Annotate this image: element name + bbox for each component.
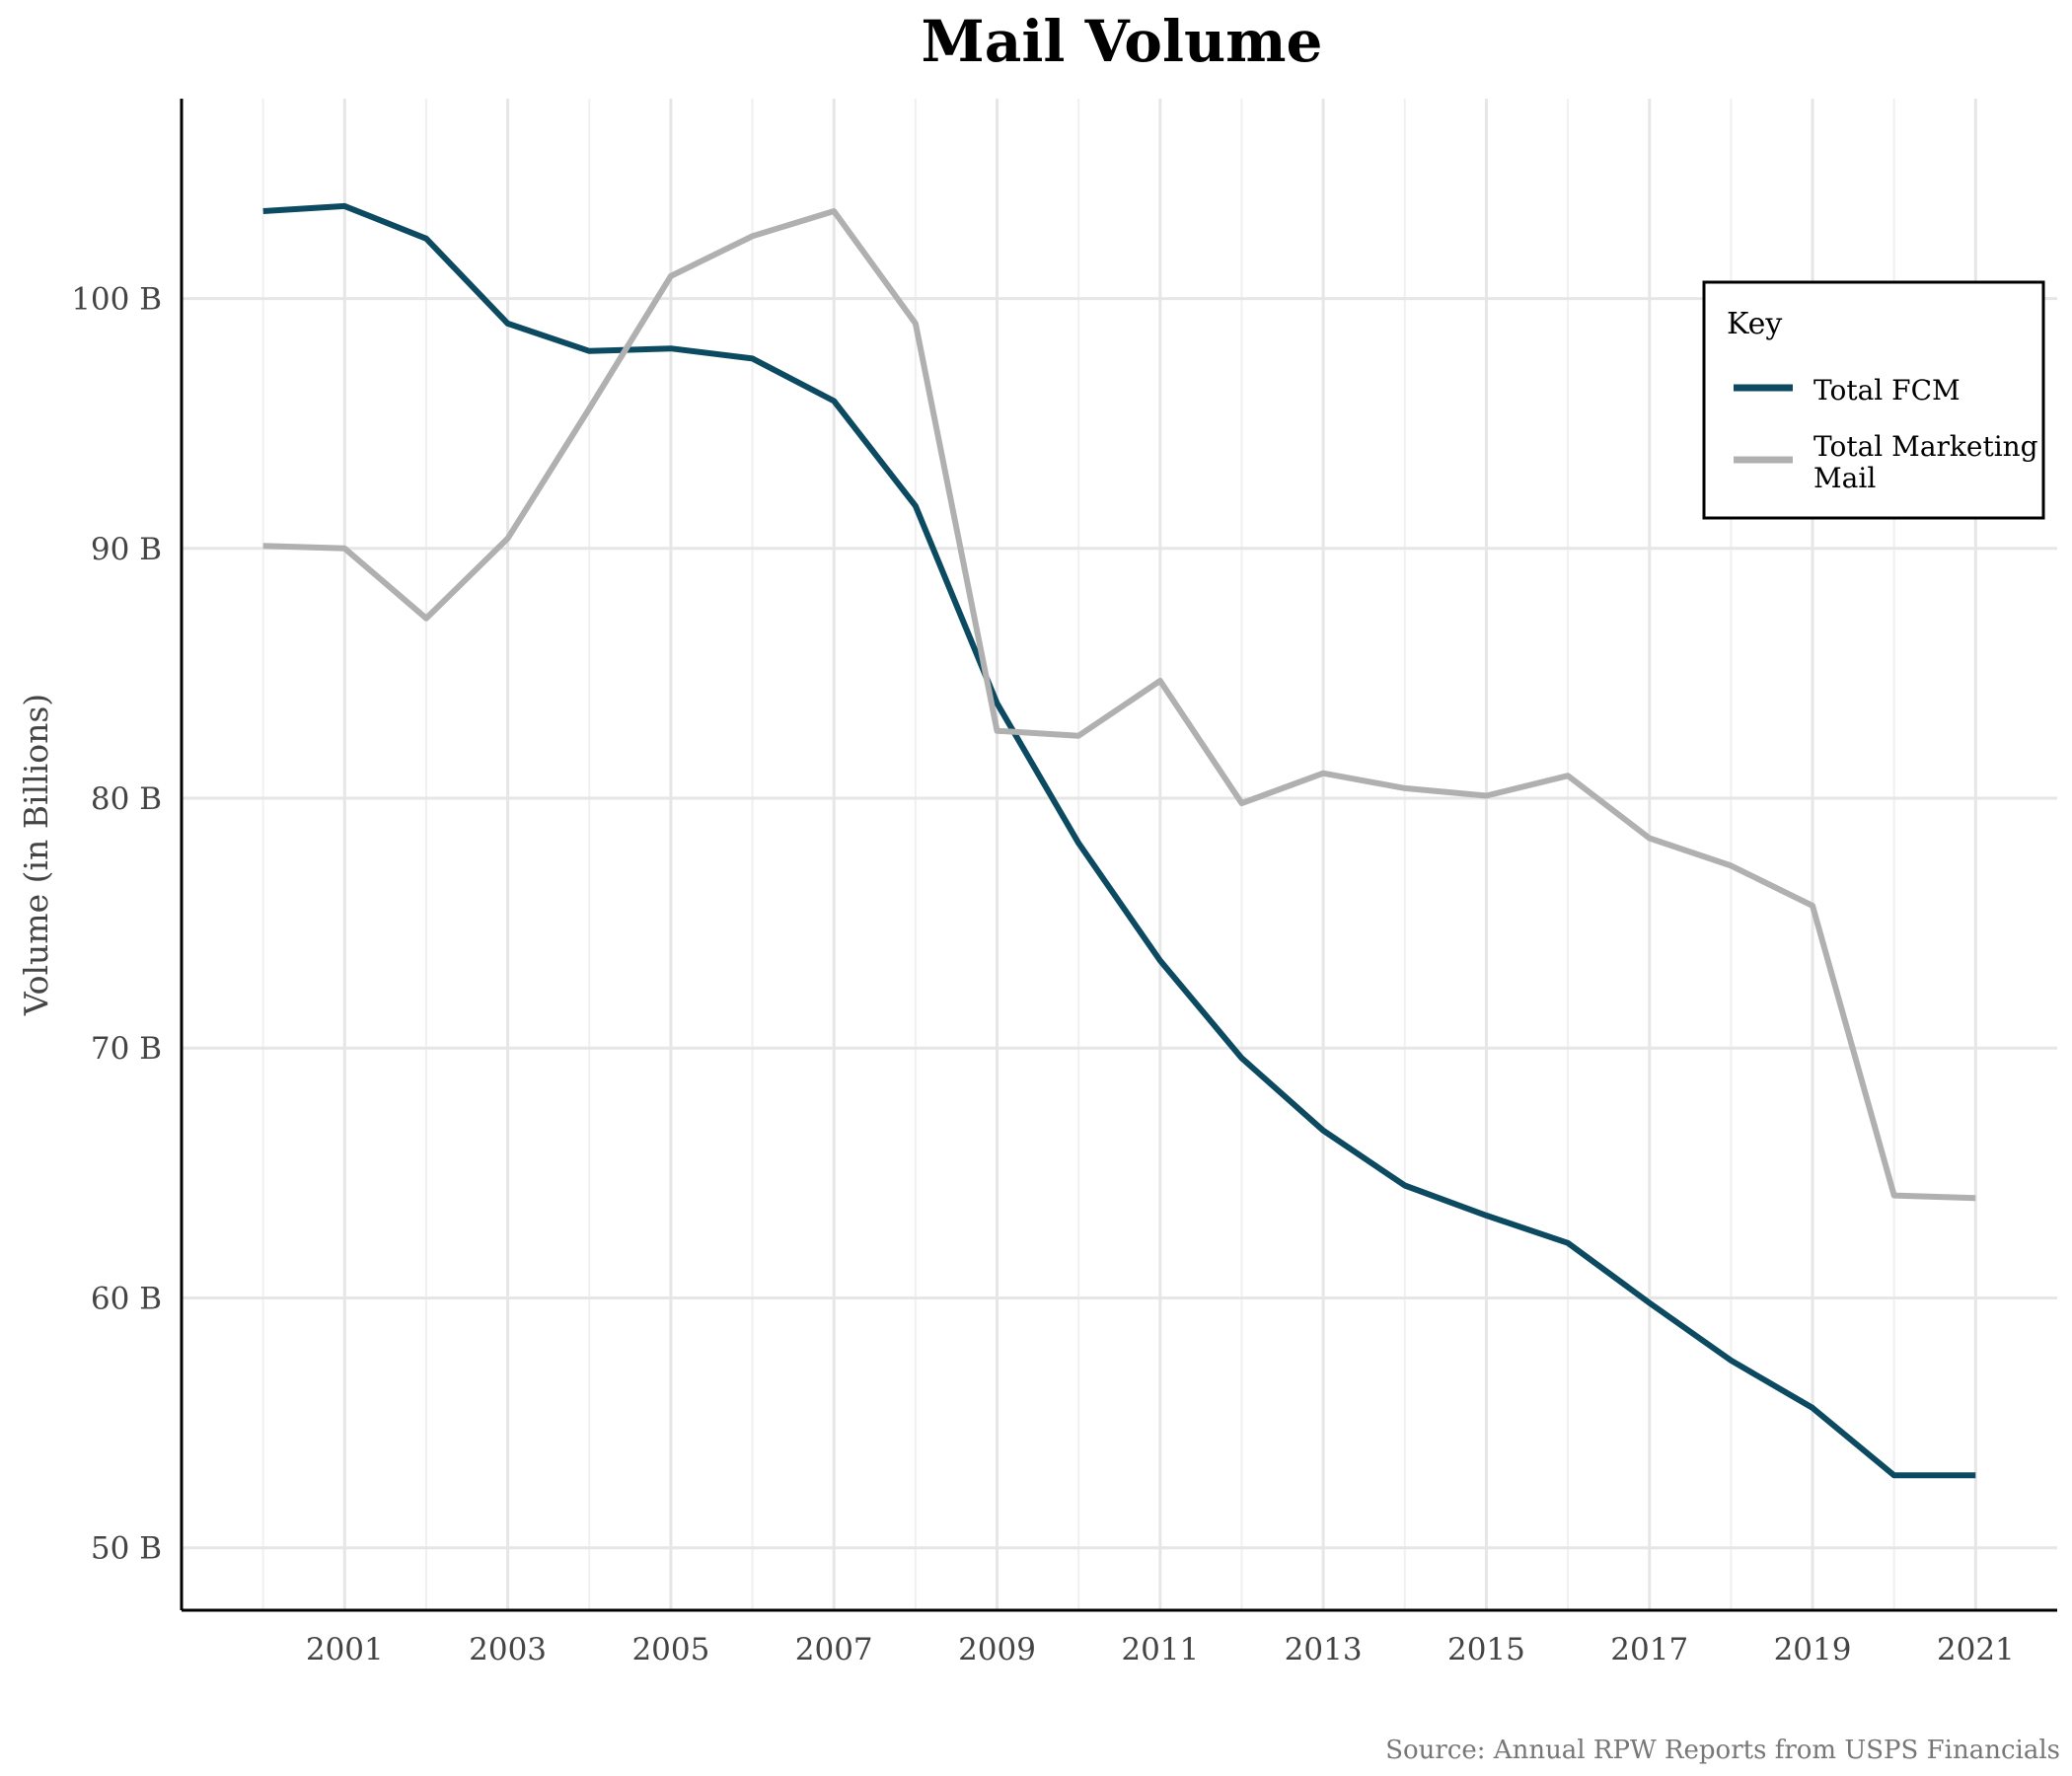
x-tick-label: 2005 <box>631 1632 709 1667</box>
y-tick-label: 100 B <box>71 282 162 318</box>
series-lines <box>262 202 1976 1479</box>
x-tick-label: 2001 <box>306 1632 384 1667</box>
x-tick-label: 2011 <box>1121 1632 1199 1667</box>
x-tick-label: 2019 <box>1774 1632 1852 1667</box>
legend-label-total-marketing-mail: Total Marketing Mail <box>1813 430 2047 494</box>
y-tick-label: 90 B <box>91 532 162 567</box>
x-tick-label: 2017 <box>1610 1632 1688 1667</box>
legend-title: Key <box>1727 307 1782 341</box>
y-tick-label: 60 B <box>91 1281 162 1316</box>
legend-label-total-fcm: Total FCM <box>1813 374 1961 407</box>
axes: 50 B 60 B 70 B 80 B 90 B 100 B 2001 2003 2005 200… <box>71 99 2057 1667</box>
legend-label-line-1: Total Marketing <box>1813 430 2038 463</box>
legend-label-line-2: Mail <box>1813 462 1876 494</box>
y-axis-label: Volume (in Billions) <box>17 694 55 1016</box>
source-caption: Source: Annual RPW Reports from USPS Fin… <box>1385 1736 2060 1765</box>
chart-title: Mail Volume <box>922 8 1323 75</box>
x-tick-label: 2021 <box>1937 1632 2015 1667</box>
x-tick-label: 2009 <box>958 1632 1036 1667</box>
series-line-total-marketing-mail <box>262 208 1976 1202</box>
x-tick-label: 2007 <box>795 1632 873 1667</box>
legend-box <box>1702 280 2045 520</box>
x-tick-label: 2003 <box>469 1632 547 1667</box>
y-tick-label: 70 B <box>91 1031 162 1067</box>
x-tick-label: 2015 <box>1447 1632 1525 1667</box>
legend: Key Total FCM Total Marketing Mail <box>1702 280 2047 520</box>
y-tick-label: 50 B <box>91 1531 162 1567</box>
series-line-total-fcm <box>262 202 1976 1479</box>
x-tick-label: 2013 <box>1285 1632 1363 1667</box>
y-tick-label: 80 B <box>91 781 162 817</box>
